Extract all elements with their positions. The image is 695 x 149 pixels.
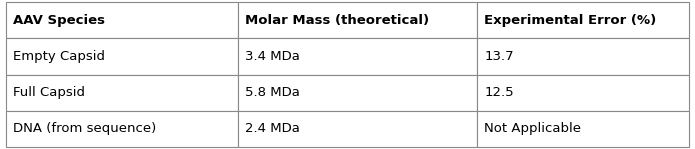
- Text: Molar Mass (theoretical): Molar Mass (theoretical): [245, 14, 429, 27]
- Text: 13.7: 13.7: [484, 50, 514, 63]
- Text: DNA (from sequence): DNA (from sequence): [13, 122, 156, 135]
- Text: 12.5: 12.5: [484, 86, 514, 99]
- Bar: [238, 74, 477, 111]
- Text: Full Capsid: Full Capsid: [13, 86, 85, 99]
- Text: Empty Capsid: Empty Capsid: [13, 50, 104, 63]
- Bar: [6, 111, 238, 147]
- Text: 3.4 MDa: 3.4 MDa: [245, 50, 300, 63]
- Bar: [477, 2, 689, 38]
- Bar: [238, 38, 477, 74]
- Bar: [477, 38, 689, 74]
- Bar: [6, 2, 238, 38]
- Bar: [477, 111, 689, 147]
- Text: 2.4 MDa: 2.4 MDa: [245, 122, 300, 135]
- Text: Not Applicable: Not Applicable: [484, 122, 582, 135]
- Text: AAV Species: AAV Species: [13, 14, 104, 27]
- Bar: [238, 111, 477, 147]
- Text: 5.8 MDa: 5.8 MDa: [245, 86, 300, 99]
- Bar: [477, 74, 689, 111]
- Bar: [6, 38, 238, 74]
- Bar: [6, 74, 238, 111]
- Bar: [238, 2, 477, 38]
- Text: Experimental Error (%): Experimental Error (%): [484, 14, 657, 27]
